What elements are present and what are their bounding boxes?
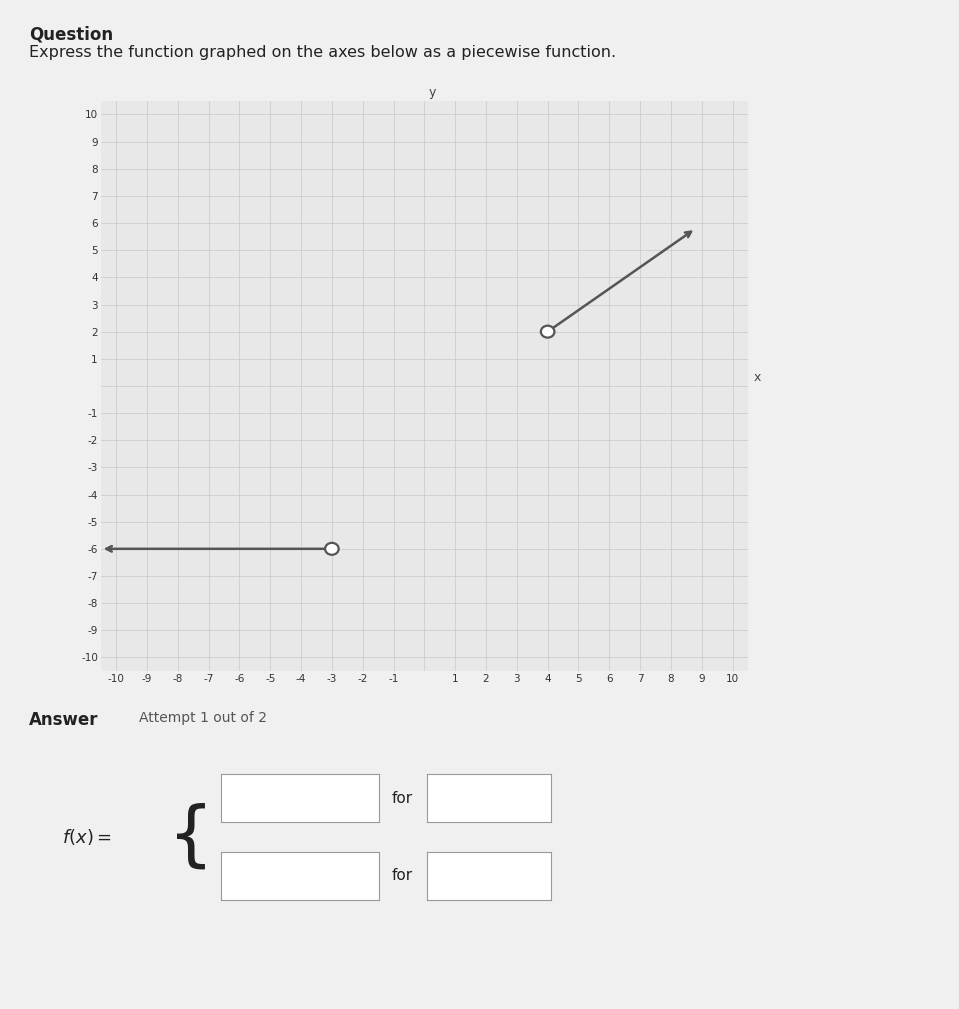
Text: Answer: Answer <box>29 711 98 730</box>
Text: {: { <box>168 802 214 872</box>
Text: x: x <box>754 371 760 384</box>
Text: $f(x) =$: $f(x) =$ <box>62 827 112 847</box>
Text: Express the function graphed on the axes below as a piecewise function.: Express the function graphed on the axes… <box>29 45 616 61</box>
Text: y: y <box>429 86 435 99</box>
Circle shape <box>541 326 554 338</box>
Text: for: for <box>391 869 412 883</box>
Text: Question: Question <box>29 25 113 43</box>
Text: Attempt 1 out of 2: Attempt 1 out of 2 <box>139 711 267 725</box>
Circle shape <box>325 543 339 555</box>
Text: for: for <box>391 791 412 805</box>
